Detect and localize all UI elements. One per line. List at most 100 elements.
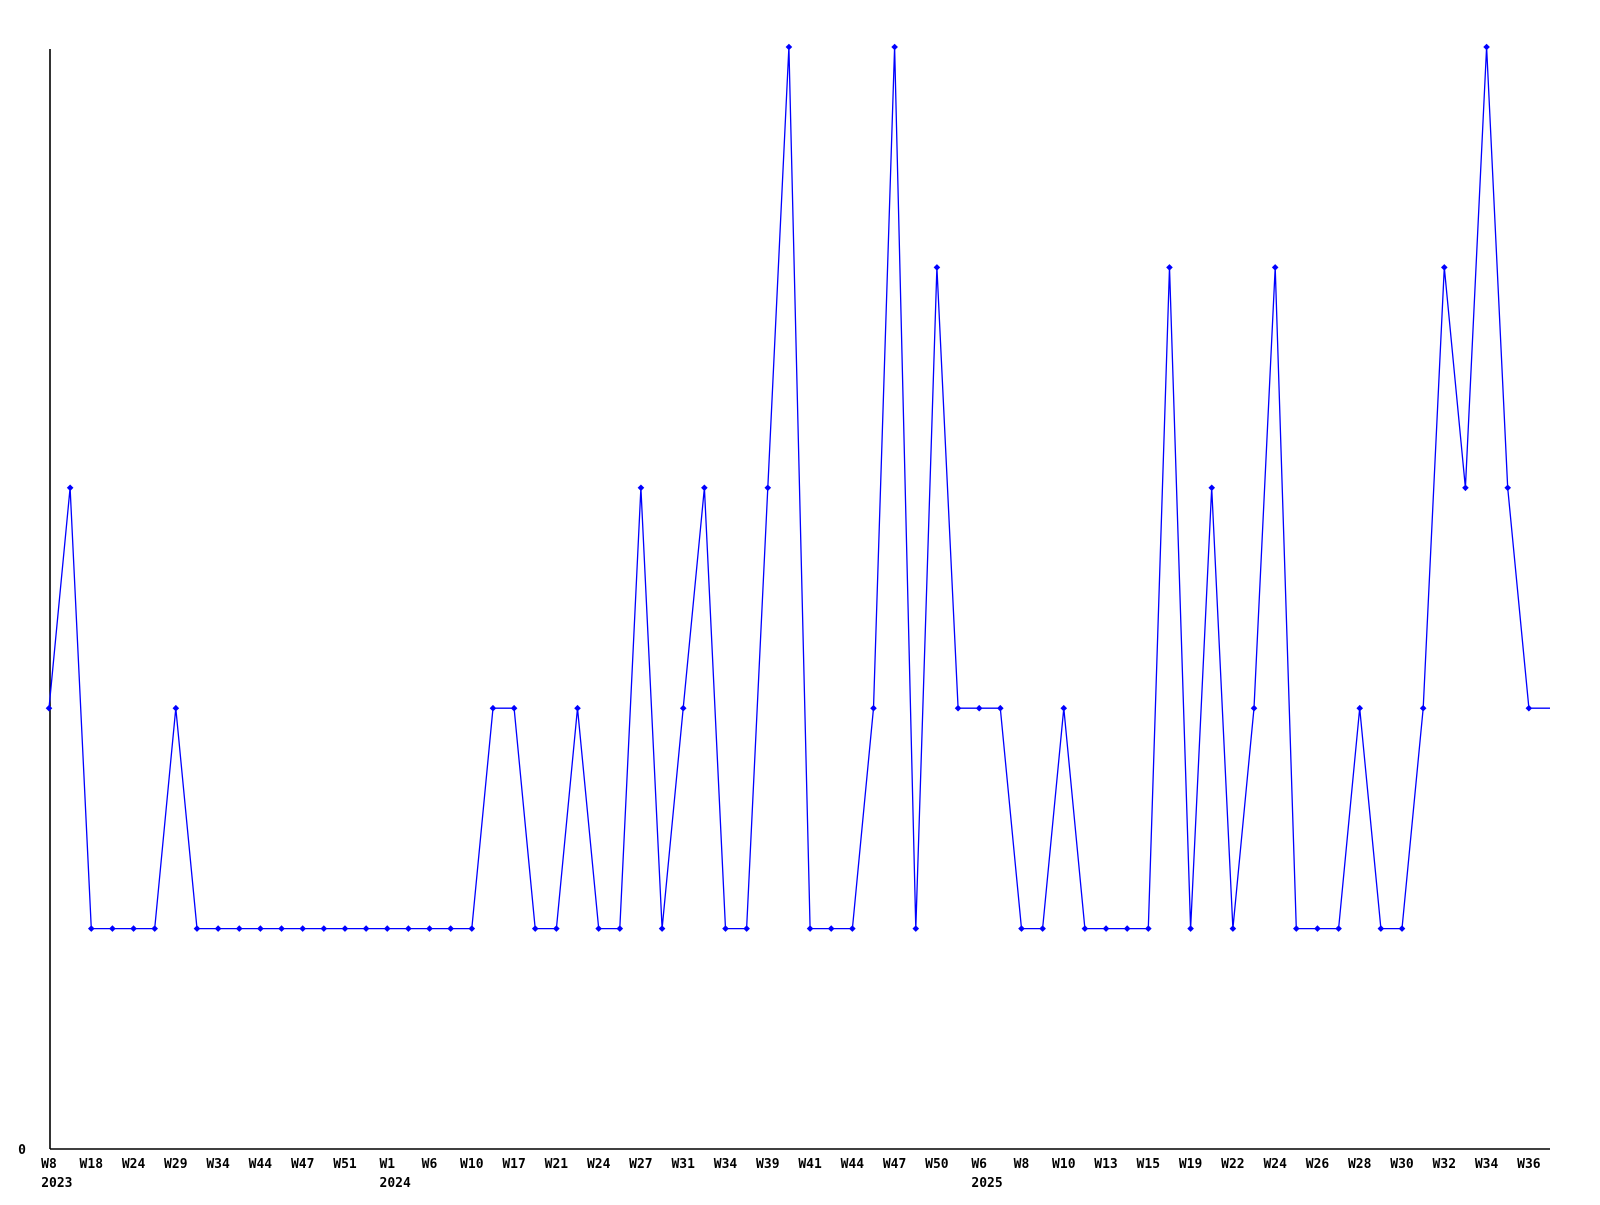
data-point-marker — [235, 925, 243, 932]
x-tick-year-label: 2024 — [380, 1176, 411, 1191]
x-tick-label: W24 — [587, 1157, 611, 1172]
x-tick-label: W10 — [460, 1157, 484, 1172]
data-point-marker — [658, 925, 666, 932]
data-point-marker — [489, 704, 497, 712]
data-point-marker — [1356, 704, 1364, 712]
data-point-marker — [193, 925, 201, 932]
x-tick-label: W47 — [291, 1157, 314, 1172]
x-tick-label: W28 — [1348, 1157, 1372, 1172]
data-point-marker — [299, 925, 306, 932]
data-point-marker — [1293, 925, 1300, 932]
data-point-marker — [1123, 925, 1131, 932]
data-point-marker — [1229, 925, 1237, 932]
y-zero-tick-label: 0 — [18, 1143, 26, 1158]
data-point-marker — [320, 925, 328, 932]
data-point-marker — [743, 925, 750, 932]
data-point-marker — [637, 484, 645, 492]
data-point-marker — [130, 925, 137, 932]
data-point-marker — [1145, 925, 1152, 932]
data-point-marker — [405, 925, 412, 932]
x-tick-label: W31 — [671, 1157, 695, 1172]
data-point-marker — [1525, 704, 1533, 712]
x-tick-label: W24 — [1263, 1157, 1287, 1172]
data-point-marker — [891, 43, 898, 51]
data-point-marker — [531, 925, 539, 932]
data-point-marker — [1483, 43, 1490, 51]
data-point-marker — [679, 704, 687, 712]
x-tick-labels: W8 2023 W18 W24 W29 W34 W44 W47 W51 W1 2024 W6 W10 W1… — [41, 1157, 1541, 1191]
data-point-marker — [849, 925, 856, 932]
data-point-marker — [827, 925, 835, 932]
data-point-marker — [553, 925, 560, 932]
x-tick-label: W34 — [206, 1157, 230, 1172]
data-point-marker — [109, 925, 116, 932]
data-point-marker — [66, 484, 74, 492]
data-point-marker — [447, 925, 454, 932]
data-point-marker — [1398, 925, 1406, 932]
x-tick-label: W34 — [714, 1157, 738, 1172]
x-tick-label: W51 — [333, 1157, 357, 1172]
data-point-marker — [785, 43, 793, 51]
x-tick-label: W24 — [122, 1157, 146, 1172]
data-point-marker — [1250, 704, 1258, 712]
data-point-marker — [701, 484, 708, 492]
data-point-marker — [1504, 484, 1512, 492]
x-tick-label: W44 — [249, 1157, 273, 1172]
x-tick-label: W13 — [1094, 1157, 1117, 1172]
data-point-marker — [722, 925, 729, 932]
data-point-marker — [1018, 925, 1025, 932]
data-point-markers — [45, 43, 1533, 932]
data-point-marker — [1462, 484, 1469, 492]
x-tick-label: W6 — [971, 1157, 987, 1172]
data-point-marker — [214, 925, 222, 932]
x-tick-year-label: 2023 — [41, 1176, 72, 1191]
x-tick-label: W41 — [798, 1157, 822, 1172]
x-tick-label: W30 — [1390, 1157, 1414, 1172]
x-tick-label: W29 — [164, 1157, 187, 1172]
data-point-marker — [574, 704, 581, 712]
data-point-marker — [1102, 925, 1110, 932]
data-point-marker — [1377, 925, 1385, 932]
data-point-marker — [257, 925, 264, 932]
x-tick-label: W15 — [1137, 1157, 1160, 1172]
data-point-marker — [616, 925, 624, 932]
x-tick-label: W34 — [1475, 1157, 1499, 1172]
x-tick-label: W22 — [1221, 1157, 1244, 1172]
data-point-marker — [954, 704, 962, 712]
data-point-marker — [45, 704, 53, 712]
data-point-marker — [362, 925, 370, 932]
data-point-marker — [151, 925, 159, 932]
data-line — [48, 46, 1550, 930]
x-tick-label: W1 — [379, 1157, 395, 1172]
x-tick-label: W50 — [925, 1157, 949, 1172]
x-tick-year-label: 2025 — [971, 1176, 1002, 1191]
data-point-marker — [1039, 925, 1046, 932]
data-point-marker — [383, 925, 391, 932]
x-tick-label: W8 — [1014, 1157, 1030, 1172]
x-tick-label: W6 — [422, 1157, 438, 1172]
data-point-marker — [1419, 704, 1427, 712]
data-point-marker — [912, 925, 920, 932]
x-tick-label: W39 — [756, 1157, 779, 1172]
x-tick-label: W27 — [629, 1157, 652, 1172]
data-point-marker — [1081, 925, 1089, 932]
data-point-marker — [1187, 925, 1194, 932]
x-tick-label: W18 — [80, 1157, 104, 1172]
x-tick-label: W36 — [1517, 1157, 1541, 1172]
data-point-marker — [595, 925, 602, 932]
data-point-marker — [172, 704, 180, 712]
data-point-marker — [933, 264, 941, 271]
x-tick-label: W19 — [1179, 1157, 1202, 1172]
data-point-marker — [510, 704, 518, 712]
data-point-marker — [806, 925, 814, 932]
x-tick-label: W8 — [41, 1157, 57, 1172]
x-tick-label: W47 — [883, 1157, 906, 1172]
data-point-marker — [1271, 264, 1279, 271]
data-point-marker — [997, 704, 1004, 712]
x-tick-label: W44 — [841, 1157, 865, 1172]
x-tick-label: W21 — [545, 1157, 569, 1172]
data-point-marker — [1060, 704, 1068, 712]
data-point-marker — [764, 484, 772, 492]
